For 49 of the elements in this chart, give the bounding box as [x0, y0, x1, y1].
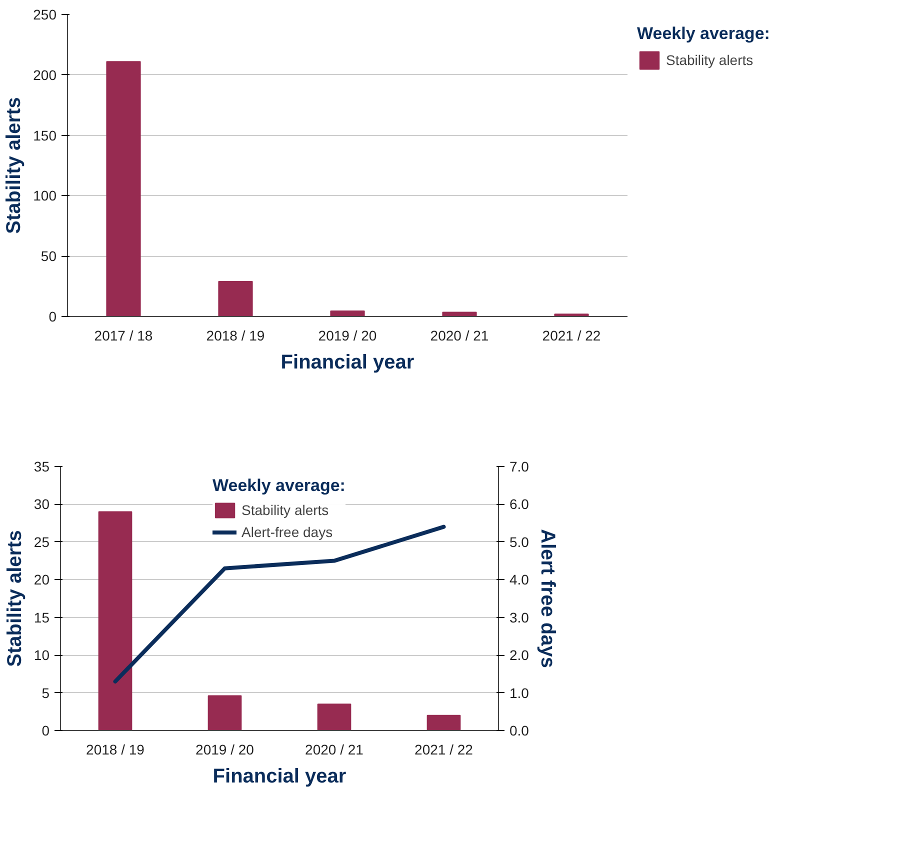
y2-tick-label: 5.0	[510, 534, 530, 550]
y-tick-label: 150	[33, 127, 57, 144]
x-tick-label: 2019 / 20	[196, 742, 254, 758]
bar	[426, 714, 461, 730]
bar	[330, 310, 365, 316]
x-tick-label: 2021 / 22	[542, 328, 601, 344]
y-tick-label: 30	[34, 496, 50, 512]
x-tick-label: 2019 / 20	[318, 328, 377, 344]
bar	[208, 695, 242, 730]
y2-tick-label: 0.0	[510, 722, 530, 738]
x-tick-label: 2017 / 18	[94, 328, 153, 344]
line-series	[113, 524, 446, 684]
y2-tick-label: 1.0	[510, 684, 530, 701]
bar	[106, 61, 141, 316]
y-tick-label: 50	[40, 248, 57, 264]
y-tick-label: 25	[34, 534, 50, 550]
y-tick-label: 10	[34, 647, 50, 664]
y-axis-title: Stability alerts	[4, 530, 26, 667]
legend-title: Weekly average:	[637, 24, 770, 44]
bar	[98, 511, 132, 730]
y-tick-label: 35	[34, 458, 50, 474]
x-tick-label: 2020 / 21	[430, 328, 489, 344]
y-tick-label: 20	[34, 572, 50, 588]
y-tick-label: 0	[42, 722, 50, 738]
legend-label: Alert-free days	[242, 524, 333, 540]
y-tick-label: 15	[34, 609, 50, 626]
legend-title: Weekly average:	[212, 476, 346, 496]
y2-tick-label: 4.0	[510, 572, 530, 588]
bar	[218, 280, 253, 316]
bar	[317, 704, 352, 730]
x-axis-title: Financial year	[212, 766, 346, 788]
x-tick-label: 2018 / 19	[206, 328, 265, 344]
y2-tick-label: 2.0	[510, 647, 530, 664]
y-tick-label: 250	[33, 6, 57, 22]
y2-axis-title: Alert free days	[536, 529, 558, 668]
legend-label: Stability alerts	[242, 502, 329, 518]
x-tick-label: 2020 / 21	[305, 742, 364, 758]
x-axis-title: Financial year	[280, 352, 414, 374]
y-tick-label: 5	[42, 684, 50, 701]
legend-label: Stability alerts	[666, 52, 754, 68]
x-tick-label: 2018 / 19	[86, 742, 145, 758]
y-tick-label: 200	[33, 66, 57, 83]
x-tick-label: 2021 / 22	[414, 742, 474, 758]
y2-tick-label: 6.0	[510, 496, 530, 512]
y2-tick-label: 7.0	[510, 458, 530, 474]
y-tick-label: 100	[33, 188, 57, 204]
y-tick-label: 0	[48, 308, 57, 324]
y2-tick-label: 3.0	[510, 609, 530, 626]
y-axis-title: Stability alerts	[3, 97, 26, 234]
